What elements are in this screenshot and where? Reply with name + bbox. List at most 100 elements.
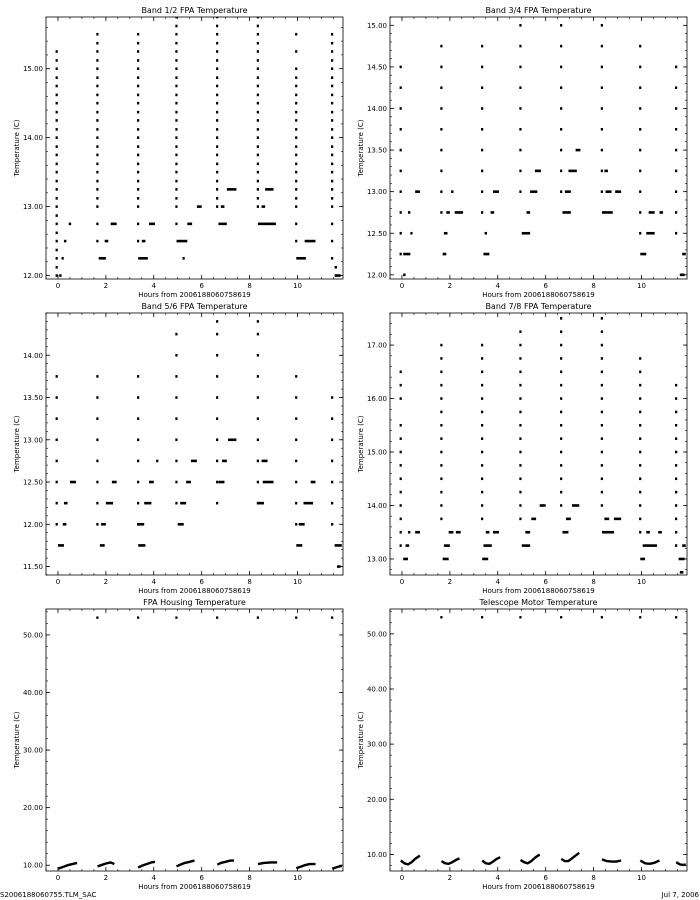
data-point bbox=[560, 397, 563, 400]
data-point bbox=[216, 59, 219, 62]
data-point bbox=[175, 332, 178, 336]
data-point bbox=[560, 464, 563, 467]
data-point bbox=[482, 557, 489, 561]
data-point bbox=[175, 50, 178, 53]
data-point bbox=[137, 438, 140, 442]
chart-panel-6: Telescope Motor Temperature 0 2 4 6 8 10 10.00 2… bbox=[357, 598, 688, 891]
data-point bbox=[55, 59, 58, 62]
data-point bbox=[175, 480, 178, 484]
data-point bbox=[256, 24, 259, 28]
plot-frame bbox=[45, 608, 344, 872]
data-point bbox=[642, 544, 658, 547]
data-point bbox=[295, 32, 298, 36]
data-point-spike bbox=[560, 616, 563, 619]
data-point bbox=[334, 265, 338, 269]
data-point bbox=[639, 211, 642, 214]
y-tick-label: 14.00 bbox=[367, 502, 387, 510]
data-point bbox=[55, 459, 58, 463]
data-point bbox=[519, 330, 522, 334]
data-point bbox=[256, 353, 259, 357]
data-point bbox=[675, 231, 678, 235]
data-point bbox=[295, 119, 298, 122]
data-point bbox=[96, 480, 99, 484]
data-point bbox=[331, 480, 334, 484]
data-point bbox=[175, 59, 178, 62]
data-point bbox=[175, 145, 178, 148]
data-point bbox=[675, 410, 678, 414]
data-point bbox=[331, 239, 334, 243]
footer-filename: S2006188060755.TLM_SAC bbox=[0, 891, 97, 899]
data-point bbox=[96, 110, 99, 114]
data-point bbox=[137, 459, 140, 463]
data-point bbox=[96, 222, 99, 226]
data-series-line bbox=[137, 860, 156, 869]
data-point bbox=[440, 517, 443, 521]
data-point bbox=[600, 343, 603, 347]
data-point bbox=[144, 501, 152, 505]
data-point bbox=[481, 370, 484, 374]
data-series-line bbox=[216, 859, 234, 866]
data-point bbox=[675, 107, 678, 110]
data-point bbox=[481, 357, 484, 360]
data-point bbox=[256, 128, 259, 131]
data-point bbox=[137, 522, 140, 526]
y-tick-label: 12.00 bbox=[367, 271, 387, 279]
data-point bbox=[63, 501, 68, 505]
data-point bbox=[451, 190, 454, 193]
data-point bbox=[675, 450, 678, 454]
data-point bbox=[175, 93, 178, 97]
data-point bbox=[399, 544, 402, 547]
data-point bbox=[175, 459, 178, 463]
data-point bbox=[261, 459, 268, 463]
chart-title: Band 7/8 FPA Temperature bbox=[485, 302, 591, 311]
x-tick-label: 8 bbox=[247, 874, 251, 882]
data-point-spike bbox=[216, 616, 219, 619]
data-point bbox=[639, 530, 642, 534]
data-point bbox=[560, 169, 563, 173]
data-point bbox=[675, 65, 678, 69]
data-point bbox=[303, 501, 314, 505]
data-point bbox=[604, 517, 610, 521]
x-tick-label: 0 bbox=[56, 874, 60, 882]
data-point bbox=[560, 86, 563, 89]
data-point bbox=[519, 477, 522, 481]
data-point bbox=[256, 480, 259, 484]
data-series-line bbox=[440, 857, 461, 865]
data-point bbox=[600, 127, 603, 131]
data-point bbox=[62, 522, 67, 526]
y-tick-label: 13.00 bbox=[367, 188, 387, 196]
data-point bbox=[331, 101, 334, 105]
data-point bbox=[519, 423, 522, 427]
data-point bbox=[519, 343, 522, 347]
data-series-line bbox=[481, 856, 501, 865]
footer-date: Jul 7, 2006 bbox=[661, 891, 699, 899]
data-point bbox=[137, 84, 140, 88]
data-point bbox=[256, 32, 259, 36]
data-point bbox=[331, 153, 334, 157]
data-point bbox=[256, 50, 259, 53]
data-point bbox=[175, 41, 178, 45]
x-tick-label: 0 bbox=[400, 874, 404, 882]
data-point bbox=[296, 544, 303, 547]
data-point bbox=[675, 397, 678, 400]
data-point bbox=[55, 375, 58, 378]
data-point bbox=[55, 265, 58, 269]
data-point bbox=[639, 383, 642, 387]
y-axis-label: Temperature (C) bbox=[13, 119, 21, 177]
data-point bbox=[96, 375, 99, 378]
y-tick-label: 13.00 bbox=[23, 436, 43, 444]
data-point bbox=[560, 490, 563, 494]
data-point bbox=[175, 197, 178, 200]
x-tick-label: 4 bbox=[152, 578, 157, 586]
data-point bbox=[96, 119, 99, 122]
data-point bbox=[675, 504, 678, 507]
data-point bbox=[331, 188, 334, 191]
data-point bbox=[180, 501, 187, 505]
data-point bbox=[96, 205, 99, 208]
data-point bbox=[560, 24, 563, 27]
data-point bbox=[560, 148, 563, 152]
data-point bbox=[256, 188, 259, 191]
data-point bbox=[539, 504, 546, 507]
data-point bbox=[481, 423, 484, 427]
data-point bbox=[175, 101, 178, 105]
